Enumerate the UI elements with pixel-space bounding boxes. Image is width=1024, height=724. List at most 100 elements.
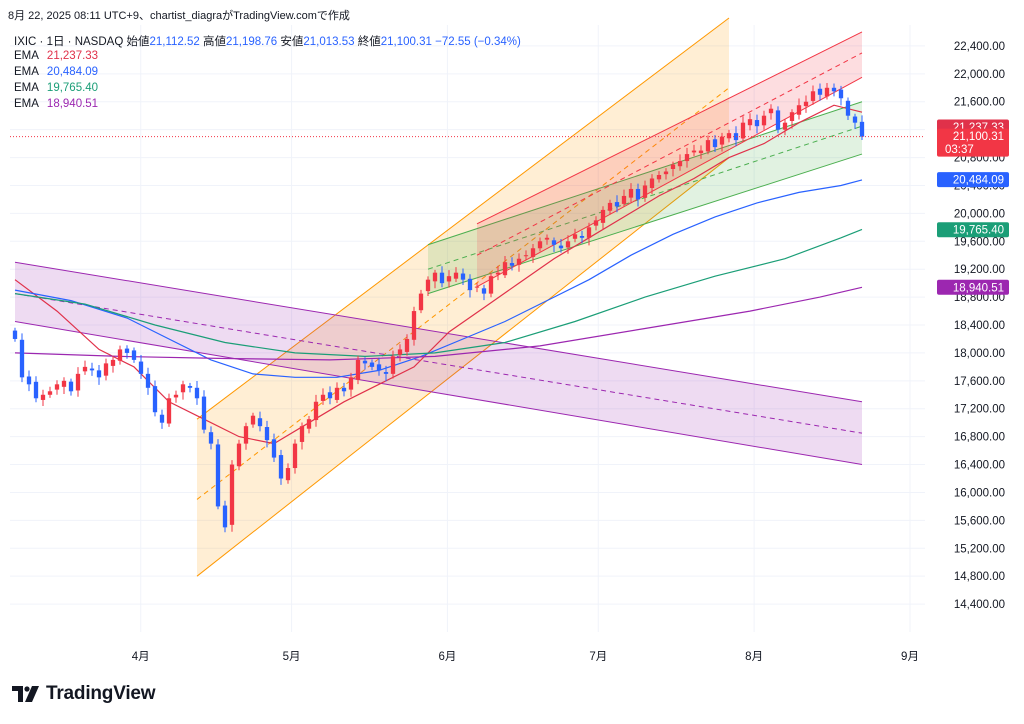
candle-body[interactable] [474,286,480,288]
candle-body[interactable] [712,139,718,148]
candle-body[interactable] [75,373,81,391]
price-tag[interactable] [937,279,1009,295]
ema-legend-row[interactable]: EMA 21,237.33 [14,50,98,62]
candle-body[interactable] [369,362,375,367]
candle-body[interactable] [852,116,858,123]
channel-lower-line[interactable] [427,153,863,295]
candle-body[interactable] [264,427,270,441]
candle-body[interactable] [362,360,368,364]
candle-body[interactable] [271,439,277,458]
candle-body[interactable] [68,381,74,392]
candle-body[interactable] [495,272,501,275]
candle-body[interactable] [201,396,207,430]
candle-body[interactable] [537,241,543,249]
candle-body[interactable] [299,426,305,442]
candle-body[interactable] [642,185,648,198]
candle-body[interactable] [838,89,844,99]
candle-body[interactable] [117,349,123,361]
candle-body[interactable] [320,394,326,401]
candle-body[interactable] [845,100,851,116]
candle-body[interactable] [628,188,634,198]
candle-body[interactable] [649,178,655,188]
candle-body[interactable] [341,387,347,392]
candle-body[interactable] [593,220,599,226]
candle-body[interactable] [558,245,564,249]
candle-body[interactable] [523,255,529,257]
channel-lower-line[interactable] [14,321,863,466]
candle-body[interactable] [292,443,298,469]
candle-body[interactable] [124,348,130,353]
candle-body[interactable] [698,150,704,154]
candle-body[interactable] [600,209,606,223]
candle-body[interactable] [516,258,522,265]
candle-body[interactable] [131,350,137,360]
candle-body[interactable] [719,136,725,145]
price-tag[interactable] [937,172,1009,188]
candle-body[interactable] [89,368,95,371]
candle-body[interactable] [467,278,473,291]
candle-body[interactable] [544,237,550,240]
candle-body[interactable] [747,119,753,126]
candle-body[interactable] [152,386,158,413]
candle-body[interactable] [103,363,109,376]
candle-body[interactable] [656,175,662,180]
candle-body[interactable] [390,356,396,374]
candle-body[interactable] [726,133,732,139]
candle-body[interactable] [33,381,39,399]
ema-legend-row[interactable]: EMA 18,940.51 [14,98,98,110]
candle-body[interactable] [439,272,445,284]
candle-body[interactable] [530,248,536,257]
ema-line[interactable] [14,286,863,361]
candle-body[interactable] [509,263,515,266]
candle-body[interactable] [278,455,284,479]
channel-upper-line[interactable] [476,31,863,225]
candle-body[interactable] [796,105,802,115]
candle-body[interactable] [285,468,291,481]
candle-body[interactable] [502,262,508,276]
candle-body[interactable] [831,87,837,92]
candle-body[interactable] [859,121,865,137]
candle-body[interactable] [138,361,144,374]
candle-body[interactable] [670,164,676,170]
candle-body[interactable] [61,380,67,387]
candle-body[interactable] [222,505,228,528]
candle-body[interactable] [159,414,165,423]
candle-body[interactable] [782,122,788,130]
tradingview-logo[interactable]: TradingView [12,683,156,705]
candle-body[interactable] [691,150,697,153]
ema-line[interactable] [14,179,863,378]
candle-body[interactable] [12,330,18,339]
candle-body[interactable] [257,418,263,427]
candle-body[interactable] [236,443,242,467]
candle-body[interactable] [572,234,578,239]
candle-body[interactable] [425,279,431,292]
candle-body[interactable] [215,444,221,507]
candle-body[interactable] [481,288,487,294]
candle-body[interactable] [621,195,627,204]
candle-body[interactable] [586,227,592,238]
candle-body[interactable] [40,394,46,400]
candle-body[interactable] [607,202,613,211]
candle-body[interactable] [334,387,340,400]
channel-upper-line[interactable] [196,17,730,420]
candle-body[interactable] [488,276,494,294]
candle-body[interactable] [404,338,410,352]
candle-body[interactable] [705,140,711,152]
candle-body[interactable] [677,161,683,167]
price-tag[interactable] [937,222,1009,238]
channel-upper-line[interactable] [427,101,863,246]
candle-body[interactable] [194,387,200,399]
candle-body[interactable] [376,364,382,371]
candle-body[interactable] [47,391,53,395]
candle-body[interactable] [579,235,585,238]
candle-body[interactable] [684,154,690,162]
candle-body[interactable] [19,339,25,378]
candle-body[interactable] [817,88,823,95]
candle-body[interactable] [761,115,767,126]
candle-body[interactable] [96,370,102,378]
candle-body[interactable] [145,373,151,388]
candle-body[interactable] [446,276,452,282]
candle-body[interactable] [432,272,438,282]
candle-body[interactable] [348,377,354,390]
